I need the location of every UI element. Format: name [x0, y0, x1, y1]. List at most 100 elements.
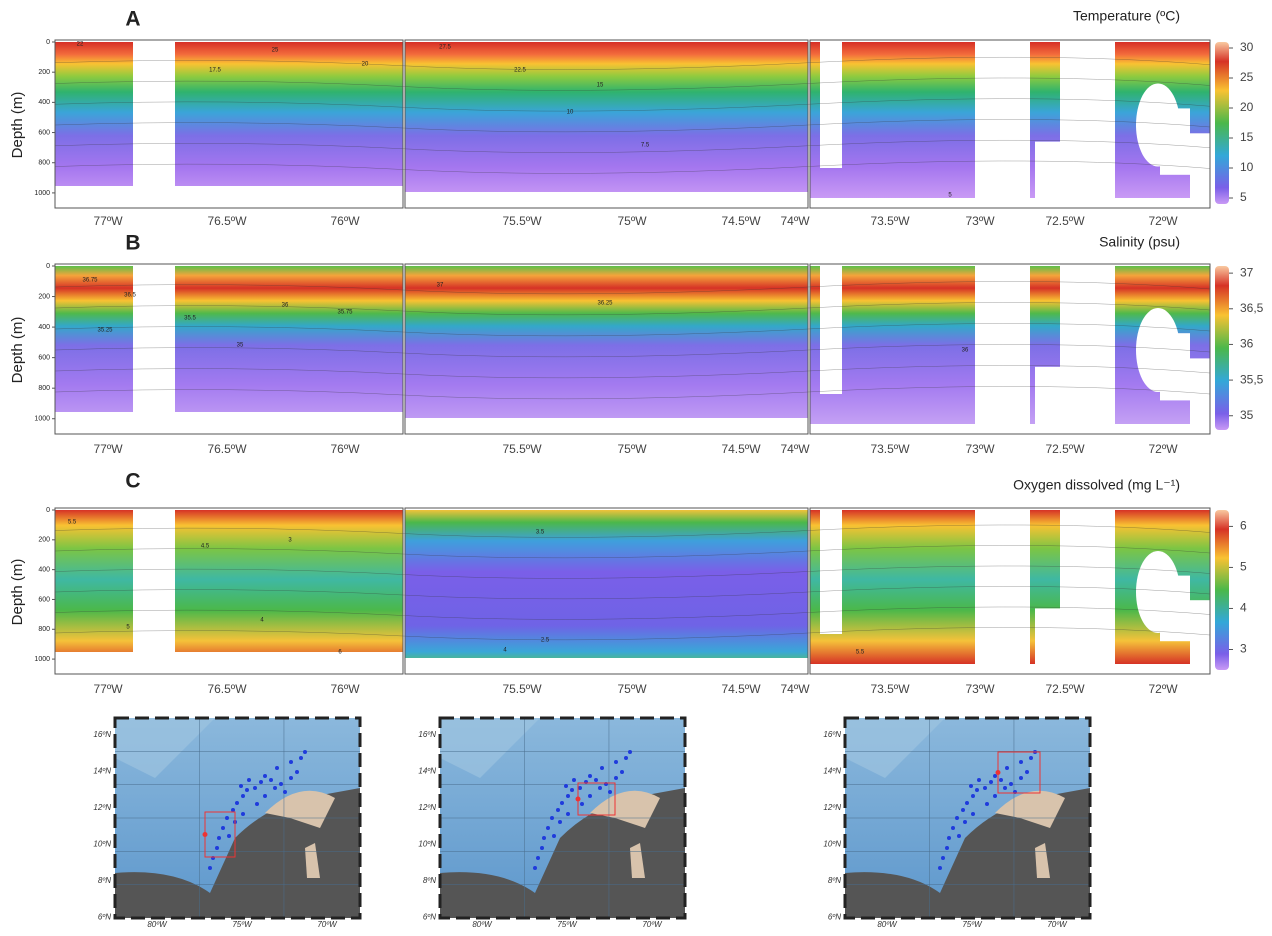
station	[239, 784, 243, 788]
lat-tick-label: 16ºN	[823, 730, 841, 739]
section-start	[996, 770, 1001, 775]
y-tick-label: 800	[38, 626, 50, 633]
contour-label: 20	[362, 62, 369, 68]
station	[564, 784, 568, 788]
station	[598, 786, 602, 790]
y-tick-label: 1000	[34, 190, 50, 197]
lat-tick-label: 14ºN	[823, 767, 841, 776]
station	[572, 778, 576, 782]
station	[947, 836, 951, 840]
station	[241, 794, 245, 798]
station	[552, 834, 556, 838]
x-tick-label: 74ºW	[780, 214, 810, 228]
x-tick-label: 75.5ºW	[502, 442, 542, 456]
station	[588, 794, 592, 798]
no-data	[133, 42, 175, 208]
lon-tick-label: 70ºW	[642, 920, 663, 929]
colorbar-tick-label: 30	[1240, 40, 1254, 54]
no-data	[1136, 551, 1180, 633]
station	[566, 794, 570, 798]
station	[608, 790, 612, 794]
x-tick-label: 75ºW	[617, 682, 647, 696]
y-tick-label: 400	[38, 566, 50, 573]
station	[945, 846, 949, 850]
station	[578, 786, 582, 790]
station	[1029, 756, 1033, 760]
contour-label: 36	[962, 348, 969, 354]
contour-label: 22	[77, 42, 84, 48]
no-data	[405, 658, 808, 674]
x-tick-label: 72.5ºW	[1045, 682, 1085, 696]
station	[971, 812, 975, 816]
y-axis-label: Depth (m)	[9, 92, 26, 159]
station	[624, 756, 628, 760]
no-data	[842, 664, 977, 674]
station	[957, 834, 961, 838]
x-tick-label: 75ºW	[617, 214, 647, 228]
no-data	[820, 510, 842, 634]
no-data	[820, 266, 842, 394]
x-tick-label: 75.5ºW	[502, 214, 542, 228]
station	[965, 801, 969, 805]
y-tick-label: 600	[38, 596, 50, 603]
y-tick-label: 0	[46, 39, 50, 46]
contour-label: 5.5	[68, 520, 77, 526]
x-tick-label: 72.5ºW	[1045, 214, 1085, 228]
station	[955, 816, 959, 820]
lat-tick-label: 6ºN	[423, 913, 436, 922]
station	[560, 801, 564, 805]
station	[1025, 770, 1029, 774]
station	[614, 760, 618, 764]
x-tick-label: 77ºW	[93, 682, 123, 696]
station	[969, 784, 973, 788]
station	[289, 760, 293, 764]
station	[963, 820, 967, 824]
station	[225, 816, 229, 820]
y-tick-label: 1000	[34, 656, 50, 663]
no-data	[1060, 42, 1115, 208]
lat-tick-label: 10ºN	[418, 840, 436, 849]
colorbar-tick-label: 35	[1240, 408, 1254, 422]
station	[259, 780, 263, 784]
colorbar-tick-label: 5	[1240, 560, 1247, 574]
station	[614, 776, 618, 780]
station	[289, 776, 293, 780]
section-fill	[55, 266, 403, 424]
lat-tick-label: 8ºN	[828, 876, 841, 885]
no-data	[820, 42, 842, 168]
no-data	[55, 652, 405, 674]
panel-letter: B	[125, 232, 140, 255]
station	[588, 774, 592, 778]
lon-tick-label: 80ºW	[472, 920, 493, 929]
x-tick-label: 72ºW	[1148, 442, 1178, 456]
colorbar-tick-label: 4	[1240, 601, 1247, 615]
panel-title: Oxygen dissolved (mg L⁻¹)	[1013, 477, 1180, 493]
station	[938, 866, 942, 870]
colorbar-tick-label: 36	[1240, 337, 1254, 351]
section-fill	[55, 42, 403, 198]
station	[1019, 760, 1023, 764]
no-data	[1190, 358, 1212, 526]
y-tick-label: 800	[38, 385, 50, 392]
station	[263, 774, 267, 778]
x-tick-label: 74.5ºW	[721, 214, 761, 228]
contour-label: 35.75	[337, 310, 353, 316]
station	[570, 788, 574, 792]
lat-tick-label: 16ºN	[93, 730, 111, 739]
station	[283, 790, 287, 794]
station	[221, 826, 225, 830]
contour-label: 4.5	[201, 544, 210, 550]
no-data	[1060, 266, 1115, 434]
no-data	[842, 424, 977, 434]
colorbar-tick-label: 15	[1240, 130, 1254, 144]
no-data	[975, 266, 1030, 434]
x-tick-label: 76.5ºW	[207, 442, 247, 456]
station	[227, 834, 231, 838]
station	[620, 770, 624, 774]
lat-tick-label: 6ºN	[98, 913, 111, 922]
x-tick-label: 75ºW	[617, 442, 647, 456]
station	[985, 802, 989, 806]
contour-label: 15	[597, 83, 604, 89]
station	[542, 836, 546, 840]
no-data	[975, 42, 1030, 208]
